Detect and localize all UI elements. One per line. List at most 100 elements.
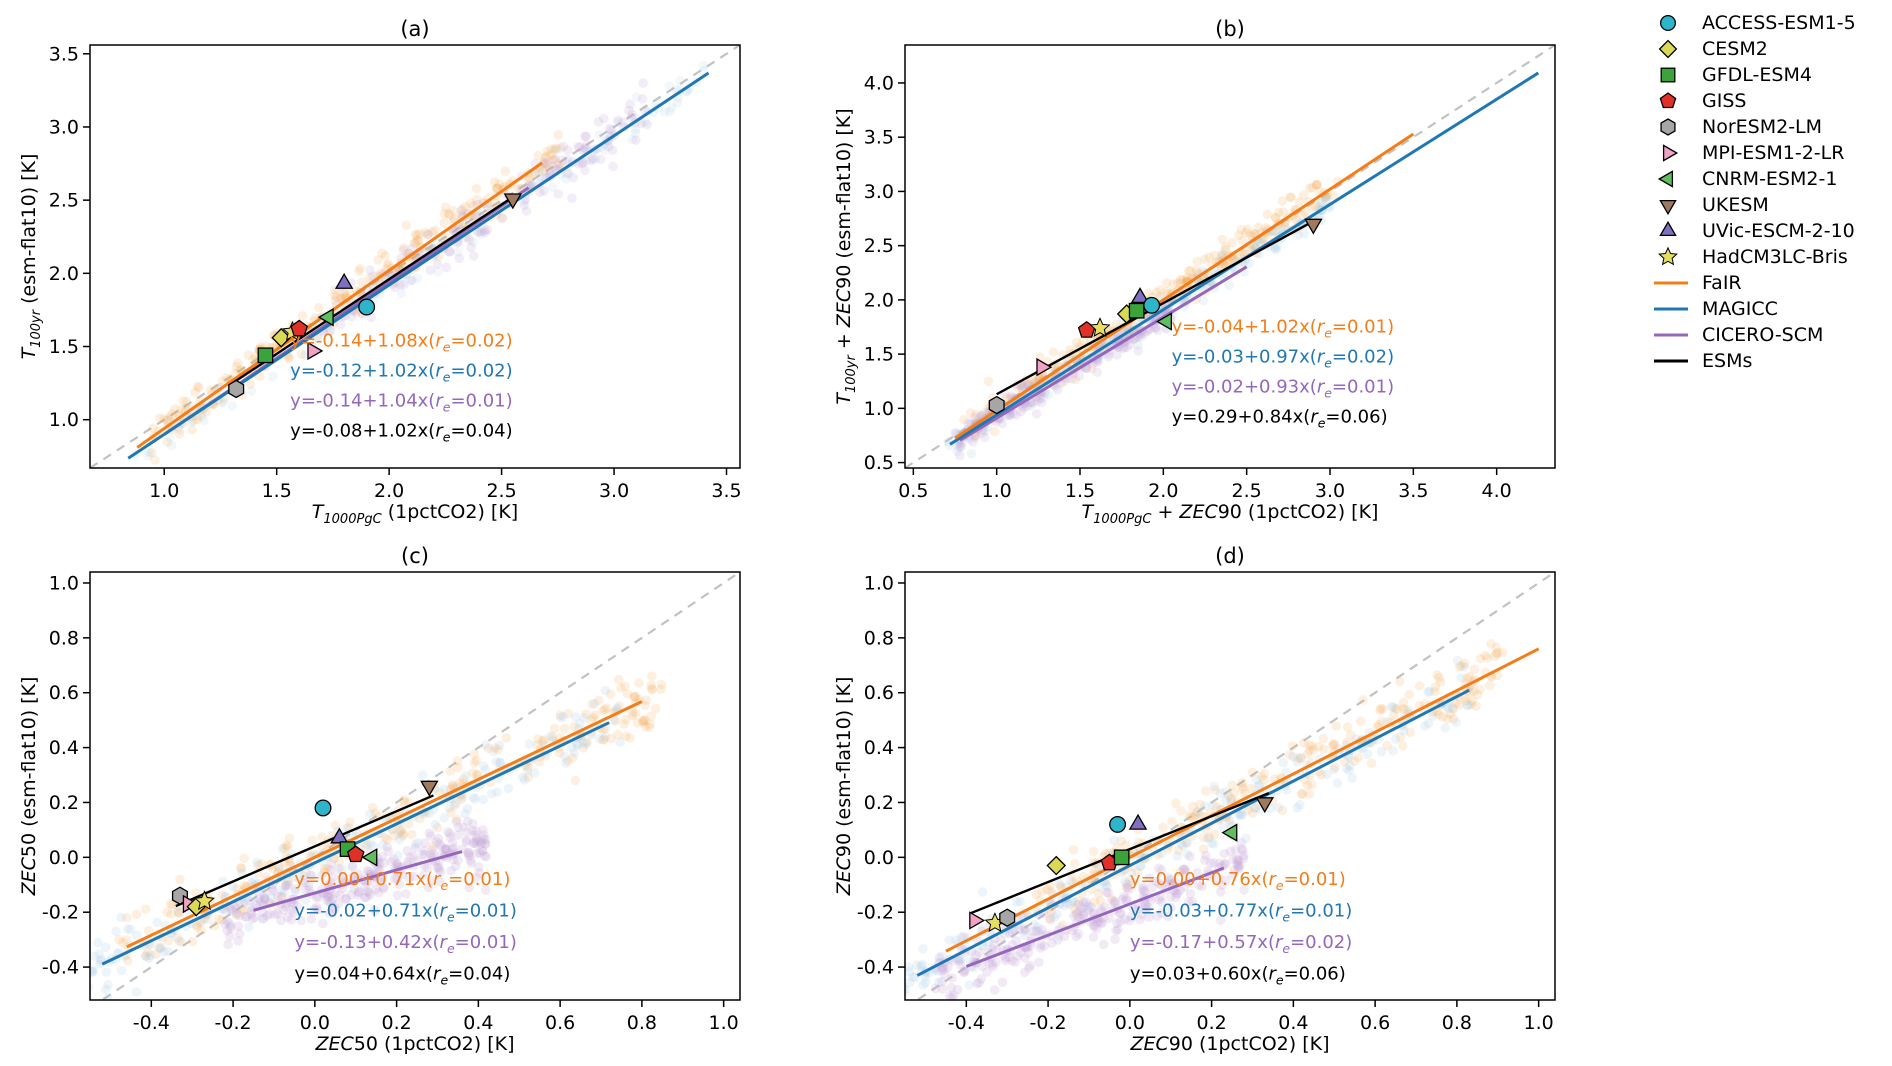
fit-line-CICERO-SCM: [959, 265, 1248, 442]
panel-c-plot: -0.4 -0.2 0.0 0.2 0.4 0.6 0.8 1.0 -0.4 -0.2 0.0 0.2…: [18, 544, 741, 1055]
fit-equation-ESMs: y=0.04+0.64x(re=0.04): [294, 963, 510, 987]
pentagon-marker-icon: [1659, 92, 1677, 109]
star-marker-icon: [1658, 246, 1678, 266]
x-tick-label: 0.4: [463, 1012, 493, 1034]
fit-equation-CICERO-SCM: y=-0.17+0.57x(re=0.02): [1130, 932, 1352, 956]
circle-marker-icon: [1659, 14, 1677, 32]
x-axis-label: ZEC50 (1pctCO2) [K]: [314, 1033, 514, 1055]
x-tick-label: 0.6: [545, 1012, 575, 1034]
panel-title: (c): [401, 544, 429, 568]
esm-marker-UVic-ESCM-2-10: [330, 827, 349, 844]
y-axis-label: ZEC50 (esm-flat10) [K]: [18, 677, 40, 897]
x-tick-label: 0.5: [898, 480, 928, 502]
legend-label: GFDL-ESM4: [1702, 64, 1812, 86]
square-marker-icon: [1660, 67, 1676, 83]
ensemble-cloud: [220, 816, 492, 950]
y-tick-label: 3.5: [49, 43, 79, 65]
esm-marker-UKESM: [1255, 797, 1274, 814]
x-tick-label: 0.4: [1278, 1012, 1308, 1034]
fit-line-MAGICC: [101, 721, 610, 966]
hexagon-marker-icon: [1660, 118, 1676, 136]
y-tick-label: 0.5: [864, 452, 894, 474]
esm-marker-CESM2: [271, 327, 292, 348]
fit-equation-ESMs: y=0.03+0.60x(re=0.06): [1130, 963, 1346, 987]
x-tick-label: 1.5: [262, 480, 292, 502]
x-tick-label: 3.0: [599, 480, 629, 502]
legend-star-icon: [1658, 246, 1678, 266]
esm-marker-NorESM2-LM: [999, 908, 1016, 927]
y-tick-label: 1.0: [864, 398, 894, 420]
esm-marker-GISS: [346, 845, 365, 863]
y-tick-label: 2.0: [49, 263, 79, 285]
legend-item-UVic-ESCM-2-10: UVic-ESCM-2-10: [1652, 218, 1856, 244]
esm-marker-GISS: [290, 319, 309, 337]
esm-marker-ACCESS-ESM1-5: [358, 298, 376, 316]
x-tick-label: 3.5: [1398, 480, 1428, 502]
x-axis-label: T1000PgC (1pctCO2) [K]: [312, 501, 518, 527]
y-axis-label: T100yr + ZEC90 (esm-flat10) [K]: [833, 108, 859, 404]
identity-line: [100, 572, 740, 1000]
legend-label: GISS: [1702, 90, 1747, 112]
fit-line-ESMs: [175, 794, 434, 908]
esm-marker-ACCESS-ESM1-5: [314, 799, 332, 817]
y-tick-label: 1.0: [49, 409, 79, 431]
fit-line-ESMs: [231, 194, 516, 385]
triangle-up-marker-icon: [1659, 220, 1677, 237]
panel-d-plot: -0.4 -0.2 0.0 0.2 0.4 0.6 0.8 1.0 -0.4 -0.2 0.0 0.2…: [833, 544, 1556, 1055]
y-tick-label: -0.4: [857, 957, 894, 979]
legend-item-FaIR: FaIR: [1652, 270, 1856, 296]
x-tick-label: 0.8: [627, 1012, 657, 1034]
y-tick-label: -0.4: [42, 957, 79, 979]
legend: ACCESS-ESM1-5 CESM2 GFDL-ESM4 GISS NorESM2-L…: [1652, 10, 1856, 374]
fit-equation-CICERO-SCM: y=-0.13+0.42x(re=0.01): [294, 932, 516, 956]
esm-marker-UKESM: [1304, 218, 1323, 235]
fit-line-FaIR: [136, 161, 543, 449]
y-tick-label: 1.5: [864, 344, 894, 366]
x-tick-label: 2.0: [1148, 480, 1178, 502]
esm-marker-CNRM-ESM2-1: [317, 308, 334, 327]
legend-item-ESMs: ESMs: [1652, 348, 1856, 374]
fit-equation-FaIR: y=-0.14+1.08x(re=0.02): [290, 331, 512, 355]
x-tick-label: -0.2: [215, 1012, 252, 1034]
fit-line-MAGICC: [127, 71, 710, 460]
x-tick-label: 0.8: [1442, 1012, 1472, 1034]
y-tick-label: 0.0: [49, 847, 79, 869]
panel-a-plot: 1.0 1.5 2.0 2.5 3.0 3.5 1.0 1.5 2.0 2.5 3.0 3.5 T100…: [18, 17, 742, 527]
x-tick-label: -0.4: [133, 1012, 170, 1034]
panel-d: -0.4 -0.2 0.0 0.2 0.4 0.6 0.8 1.0 -0.4 -0.2 0.0 0.2…: [833, 542, 1571, 1062]
fit-equation-ESMs: y=0.29+0.84x(re=0.06): [1172, 407, 1388, 431]
panel-a: 1.0 1.5 2.0 2.5 3.0 3.5 1.0 1.5 2.0 2.5 3.0 3.5 T100…: [18, 15, 756, 530]
x-tick-label: 0.6: [1360, 1012, 1390, 1034]
triangle-left-marker-icon: [1657, 170, 1674, 188]
y-axis-label: ZEC90 (esm-flat10) [K]: [833, 677, 855, 897]
panel-title: (b): [1215, 17, 1245, 41]
legend-hexagon-icon: [1660, 118, 1676, 136]
legend-triangle-right-icon: [1662, 144, 1679, 162]
axes-frame: [89, 571, 741, 1001]
legend-triangle-down-icon: [1659, 199, 1677, 216]
panel-title: (a): [400, 17, 429, 41]
legend-line-swatch: [1654, 359, 1688, 363]
x-tick-label: 2.5: [486, 480, 516, 502]
y-tick-label: 2.5: [49, 190, 79, 212]
y-tick-label: 1.5: [49, 336, 79, 358]
x-tick-label: 3.5: [711, 480, 741, 502]
x-tick-label: 0.2: [381, 1012, 411, 1034]
esm-marker-CESM2: [1046, 855, 1067, 876]
legend-label: HadCM3LC-Bris: [1702, 246, 1848, 268]
fit-equation-FaIR: y=-0.04+1.02x(re=0.01): [1172, 316, 1394, 340]
legend-label: UKESM: [1702, 194, 1769, 216]
fit-equation-CICERO-SCM: y=-0.14+1.04x(re=0.01): [290, 391, 512, 415]
panel-b-plot: 0.5 1.0 1.5 2.0 2.5 3.0 3.5 4.0 0.5 1.0 1.5 2.0 2.5 3…: [833, 17, 1556, 527]
x-tick-label: 1.5: [1065, 480, 1095, 502]
fit-equation-MAGICC: y=-0.03+0.97x(re=0.02): [1172, 346, 1394, 370]
legend-item-CESM2: CESM2: [1652, 36, 1856, 62]
y-tick-label: 0.6: [864, 682, 894, 704]
legend-item-HadCM3LC-Bris: HadCM3LC-Bris: [1652, 244, 1856, 270]
esm-marker-CNRM-ESM2-1: [361, 848, 378, 867]
x-tick-label: 0.2: [1196, 1012, 1226, 1034]
panel-c: -0.4 -0.2 0.0 0.2 0.4 0.6 0.8 1.0 -0.4 -0.2 0.0 0.2…: [18, 542, 756, 1062]
y-tick-label: 0.6: [49, 682, 79, 704]
x-tick-label: 1.0: [149, 480, 179, 502]
esm-marker-UKESM: [503, 193, 523, 210]
